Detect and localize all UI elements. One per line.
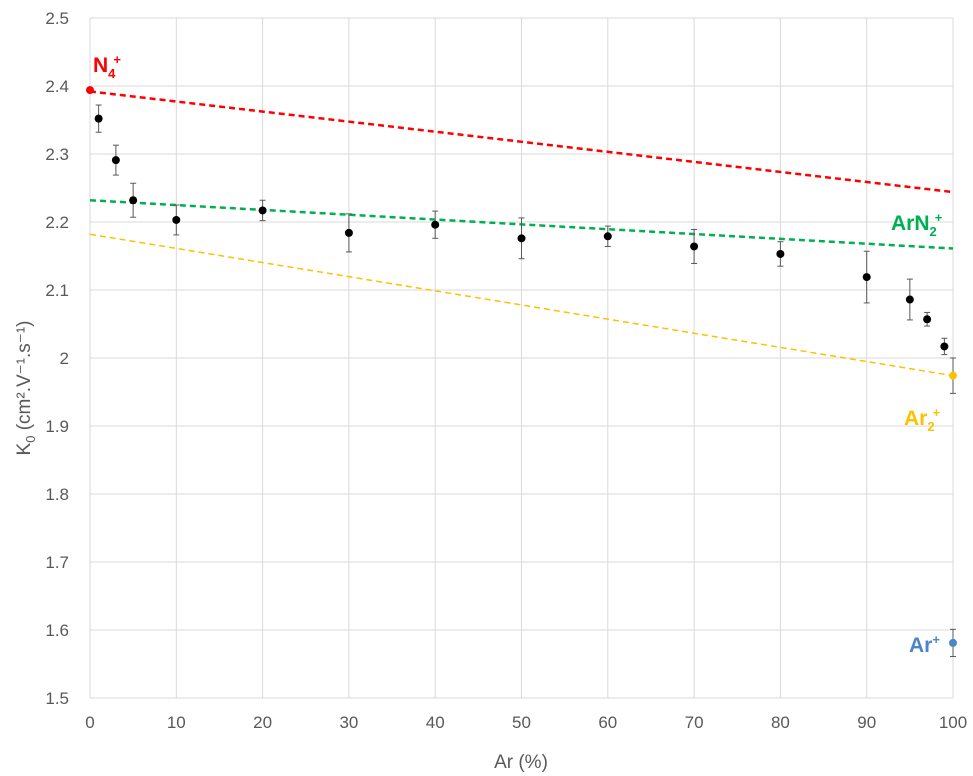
n4-plus-label: N4+ <box>93 52 121 81</box>
y-tick-label: 1.7 <box>45 553 69 572</box>
y-tick-label: 2 <box>60 349 69 368</box>
data-points <box>86 86 957 647</box>
x-tick-label: 100 <box>939 713 967 732</box>
y-tick-label: 2.2 <box>45 213 69 232</box>
x-tick-label: 40 <box>426 713 445 732</box>
x-tick-labels: 0 10 20 30 40 50 60 70 80 90 100 <box>85 713 967 732</box>
x-tick-label: 90 <box>857 713 876 732</box>
x-tick-label: 0 <box>85 713 94 732</box>
error-bars <box>95 104 956 658</box>
reference-point <box>949 638 957 647</box>
measured-point <box>517 234 526 243</box>
grid-lines <box>89 17 954 699</box>
x-tick-label: 70 <box>685 713 704 732</box>
measured-point <box>690 242 699 251</box>
y-tick-label: 1.9 <box>45 417 69 436</box>
measured-point <box>172 215 181 224</box>
reference-point <box>86 86 94 95</box>
reference-point <box>949 371 957 380</box>
arn2-plus-label: ArN2+ <box>891 210 943 239</box>
x-tick-label: 60 <box>598 713 617 732</box>
x-tick-label: 80 <box>771 713 790 732</box>
measured-point <box>94 114 103 123</box>
ar-plus-label: Ar+ <box>909 632 940 657</box>
measured-point <box>111 156 120 165</box>
measured-point <box>940 342 949 351</box>
y-axis-title-units: (cm².V⁻¹.s⁻¹) <box>14 321 35 436</box>
measured-point <box>603 232 612 241</box>
y-tick-label: 2.4 <box>45 77 69 96</box>
y-axis-title: K0 (cm².V⁻¹.s⁻¹) <box>14 321 38 456</box>
measured-point <box>923 315 932 324</box>
measured-point <box>258 206 267 215</box>
measured-point <box>776 249 785 258</box>
y-axis-title-sub: 0 <box>23 436 38 443</box>
trend-line <box>89 233 954 377</box>
x-tick-label: 10 <box>167 713 186 732</box>
measured-point <box>344 228 353 237</box>
y-tick-label: 2.5 <box>45 9 69 28</box>
y-tick-label: 2.1 <box>45 281 69 300</box>
measured-point <box>129 196 138 205</box>
x-tick-label: 30 <box>339 713 358 732</box>
y-tick-label: 1.5 <box>45 689 69 708</box>
trend-line <box>89 90 954 194</box>
x-tick-label: 20 <box>253 713 272 732</box>
x-axis-title: Ar (%) <box>494 752 548 773</box>
ar2-plus-label: Ar2+ <box>904 405 941 434</box>
x-tick-label: 50 <box>512 713 531 732</box>
y-tick-labels: 1.5 1.6 1.7 1.8 1.9 2 2.1 2.2 2.3 2.4 2.5 <box>45 9 69 708</box>
measured-point <box>431 220 440 229</box>
y-tick-label: 1.8 <box>45 485 69 504</box>
measured-point <box>905 295 914 304</box>
measured-point <box>862 273 871 282</box>
y-tick-label: 1.6 <box>45 621 69 640</box>
series-labels: N4+ ArN2+ Ar2+ Ar+ <box>93 52 943 657</box>
y-axis-title-main: K <box>14 442 35 455</box>
y-tick-label: 2.3 <box>45 145 69 164</box>
